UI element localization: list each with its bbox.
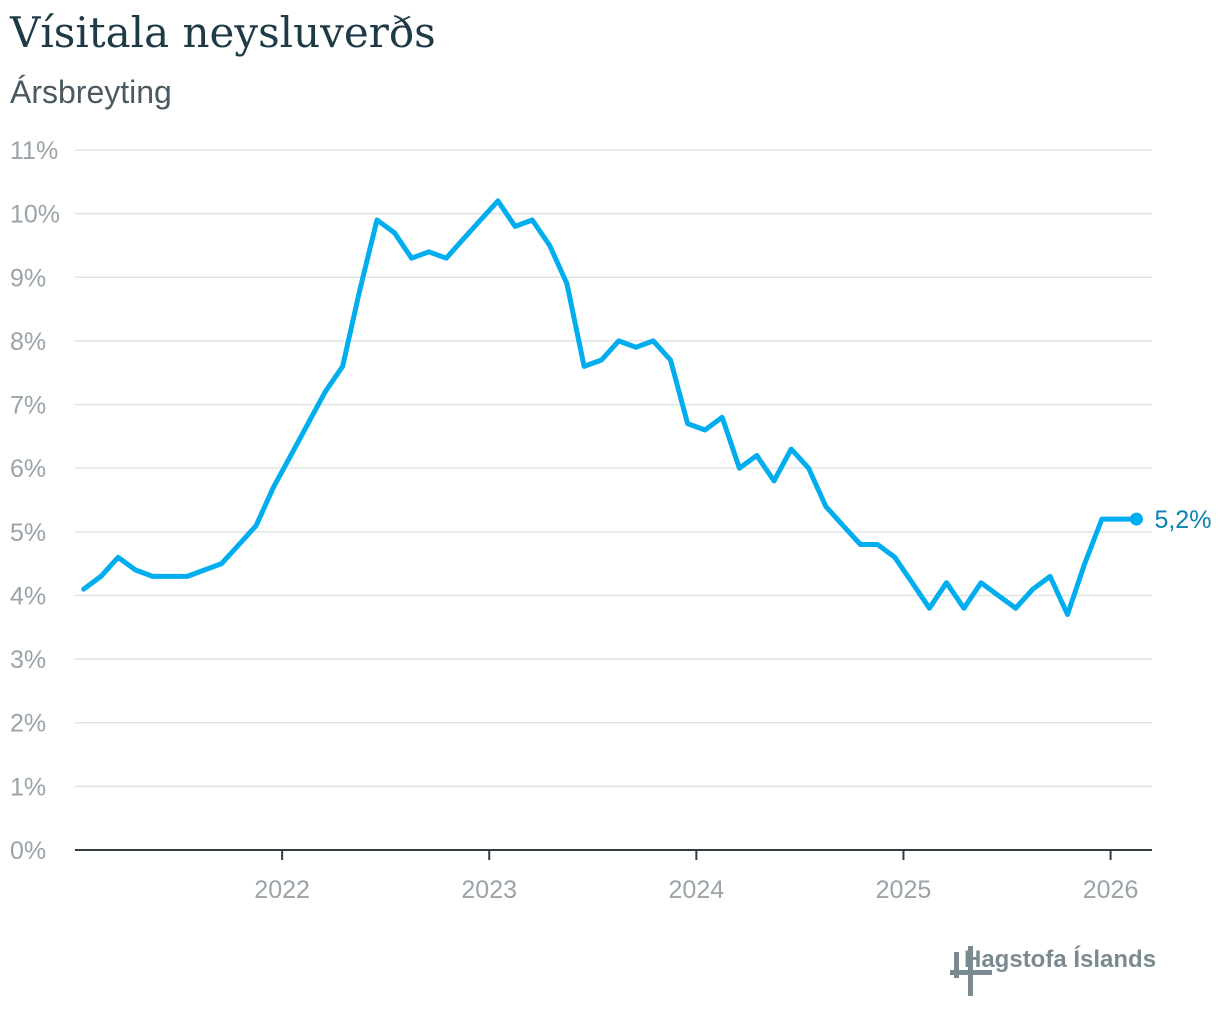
y-tick-label: 2%	[10, 710, 46, 738]
y-tick-label: 5%	[10, 519, 46, 547]
y-tick-label: 6%	[10, 455, 46, 483]
x-axis: 2022 2023 2024 2025 2026	[75, 849, 1152, 904]
y-tick-label: 3%	[10, 646, 46, 674]
y-tick-label: 11%	[10, 137, 58, 165]
y-axis-ticks: 0% 1% 2% 3% 4% 5% 6% 7% 8% 9% 10% 11%	[10, 137, 60, 865]
y-tick-label: 1%	[10, 773, 46, 801]
x-tick-label: 2024	[669, 876, 725, 904]
end-point-marker	[1129, 512, 1143, 526]
y-tick-label: 8%	[10, 328, 46, 356]
x-tick-label: 2025	[876, 876, 932, 904]
chart-title: Vísitala neysluverðs	[10, 8, 436, 57]
end-value-label: 5,2%	[1154, 506, 1211, 534]
y-tick-label: 4%	[10, 582, 46, 610]
chart-subtitle: Ársbreyting	[10, 74, 172, 110]
y-tick-label: 9%	[10, 264, 46, 292]
y-tick-label: 0%	[10, 837, 46, 865]
series-line	[81, 198, 1139, 617]
y-tick-label: 7%	[10, 392, 46, 420]
hagstofa-logo-text: Hagstofa Íslands	[964, 946, 1157, 973]
hagstofa-logo-icon	[950, 946, 992, 996]
x-tick-label: 2026	[1083, 876, 1139, 904]
y-tick-label: 10%	[10, 201, 60, 229]
series-layer: 5,2%	[81, 198, 1211, 617]
gridlines	[75, 149, 1152, 788]
x-tick-label: 2023	[461, 876, 517, 904]
x-tick-label: 2022	[254, 876, 310, 904]
hagstofa-logo: Hagstofa Íslands	[950, 946, 1157, 996]
